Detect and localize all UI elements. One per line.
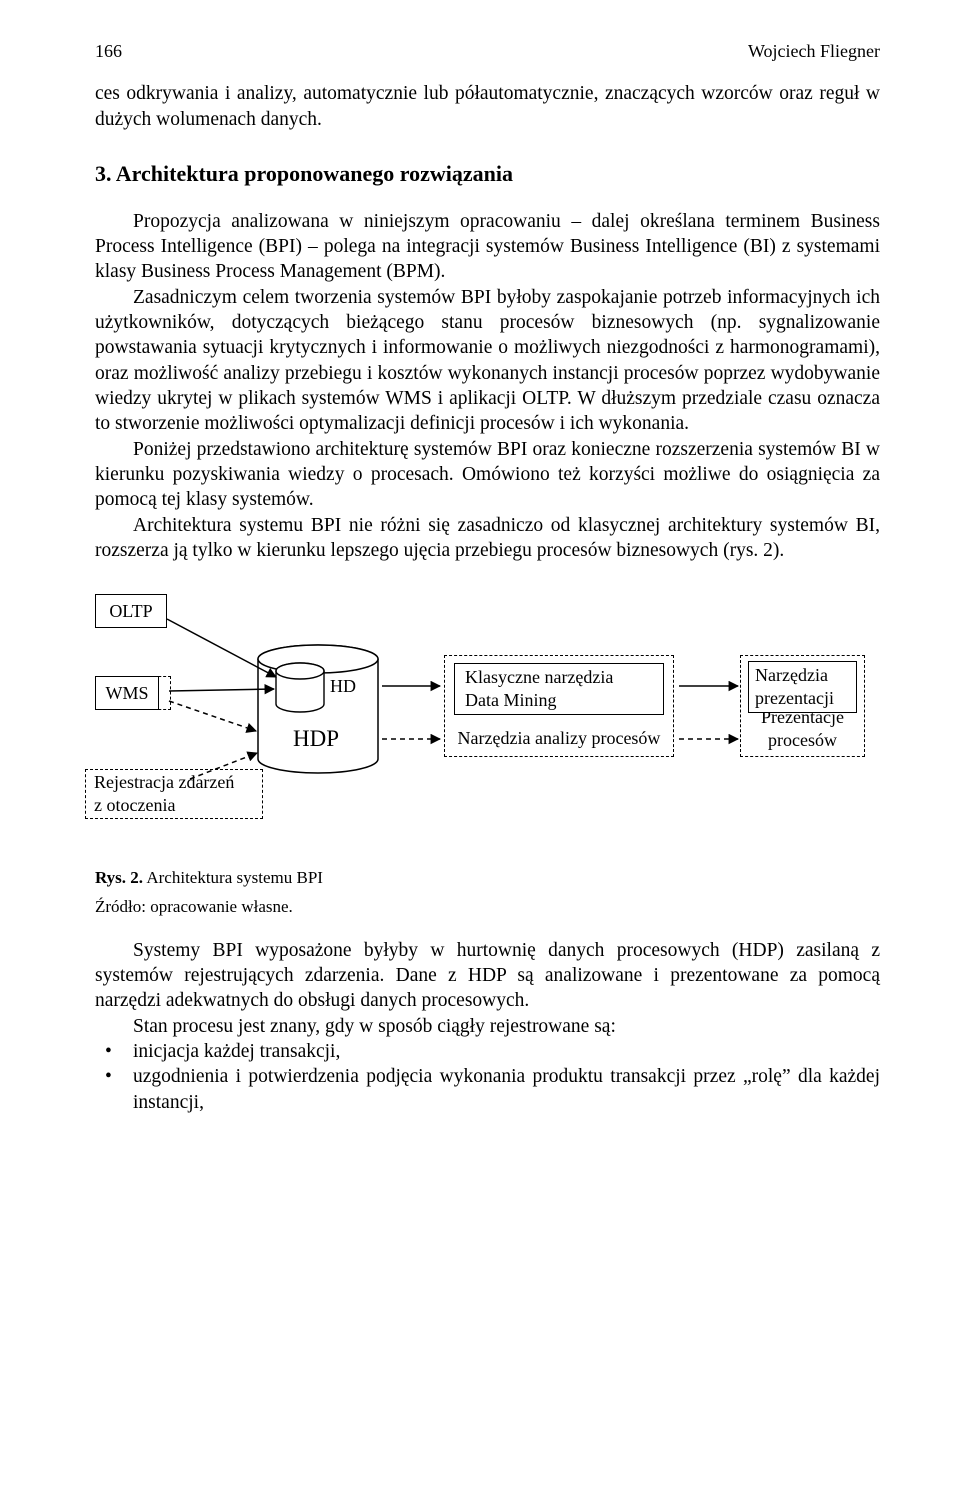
page-number: 166 xyxy=(95,40,122,63)
oltp-box: OLTP xyxy=(95,594,167,628)
wms-box: WMS xyxy=(95,676,159,710)
section-p3: Poniżej przedstawiono architekturę syste… xyxy=(95,437,880,513)
section-title: 3. Architektura proponowanego rozwiązani… xyxy=(95,160,880,189)
author-name: Wojciech Fliegner xyxy=(748,40,880,63)
prezentacji-label: Narzędzia prezentacji xyxy=(755,664,834,711)
rejestracja-box: Rejestracja zdarzeń z otoczenia xyxy=(85,769,263,819)
figure-caption: Rys. 2. Architektura systemu BPI xyxy=(95,867,880,889)
section-p1: Propozycja analizowana w niniejszym opra… xyxy=(95,209,880,285)
bullet-1: inicjacja każdej transakcji, xyxy=(95,1039,880,1064)
hd-label: HD xyxy=(330,675,356,698)
dm-label: Klasyczne narzędzia Data Mining xyxy=(465,666,613,713)
figure-source: Źródło: opracowanie własne. xyxy=(95,896,880,918)
section-p4: Architektura systemu BPI nie różni się z… xyxy=(95,513,880,564)
prezentacji-box: Narzędzia prezentacji xyxy=(748,661,857,713)
figure-caption-text: Architektura systemu BPI xyxy=(143,868,323,887)
intro-paragraph: ces odkrywania i analizy, automatycznie … xyxy=(95,81,880,132)
bullet-2: uzgodnienia i potwierdzenia podjęcia wyk… xyxy=(95,1064,880,1115)
architecture-diagram: OLTP WMS Rejestracja zdarzeń z otoczenia… xyxy=(95,591,880,841)
rejestracja-label: Rejestracja zdarzeń z otoczenia xyxy=(94,771,234,818)
hdp-label: HDP xyxy=(293,724,339,754)
post-p1: Systemy BPI wyposażone byłyby w hurtowni… xyxy=(95,938,880,1014)
post-p2: Stan procesu jest znany, gdy w sposób ci… xyxy=(95,1014,880,1039)
bullet-list: inicjacja każdej transakcji, uzgodnienia… xyxy=(95,1039,880,1115)
analiza-label: Narzędzia analizy procesów xyxy=(458,727,661,750)
section-p2: Zasadniczym celem tworzenia systemów BPI… xyxy=(95,285,880,437)
figure-caption-num: Rys. 2. xyxy=(95,868,143,887)
wms-label: WMS xyxy=(105,682,148,705)
dm-box: Klasyczne narzędzia Data Mining xyxy=(454,663,664,715)
oltp-label: OLTP xyxy=(109,600,152,623)
page-header: 166 Wojciech Fliegner xyxy=(95,40,880,63)
